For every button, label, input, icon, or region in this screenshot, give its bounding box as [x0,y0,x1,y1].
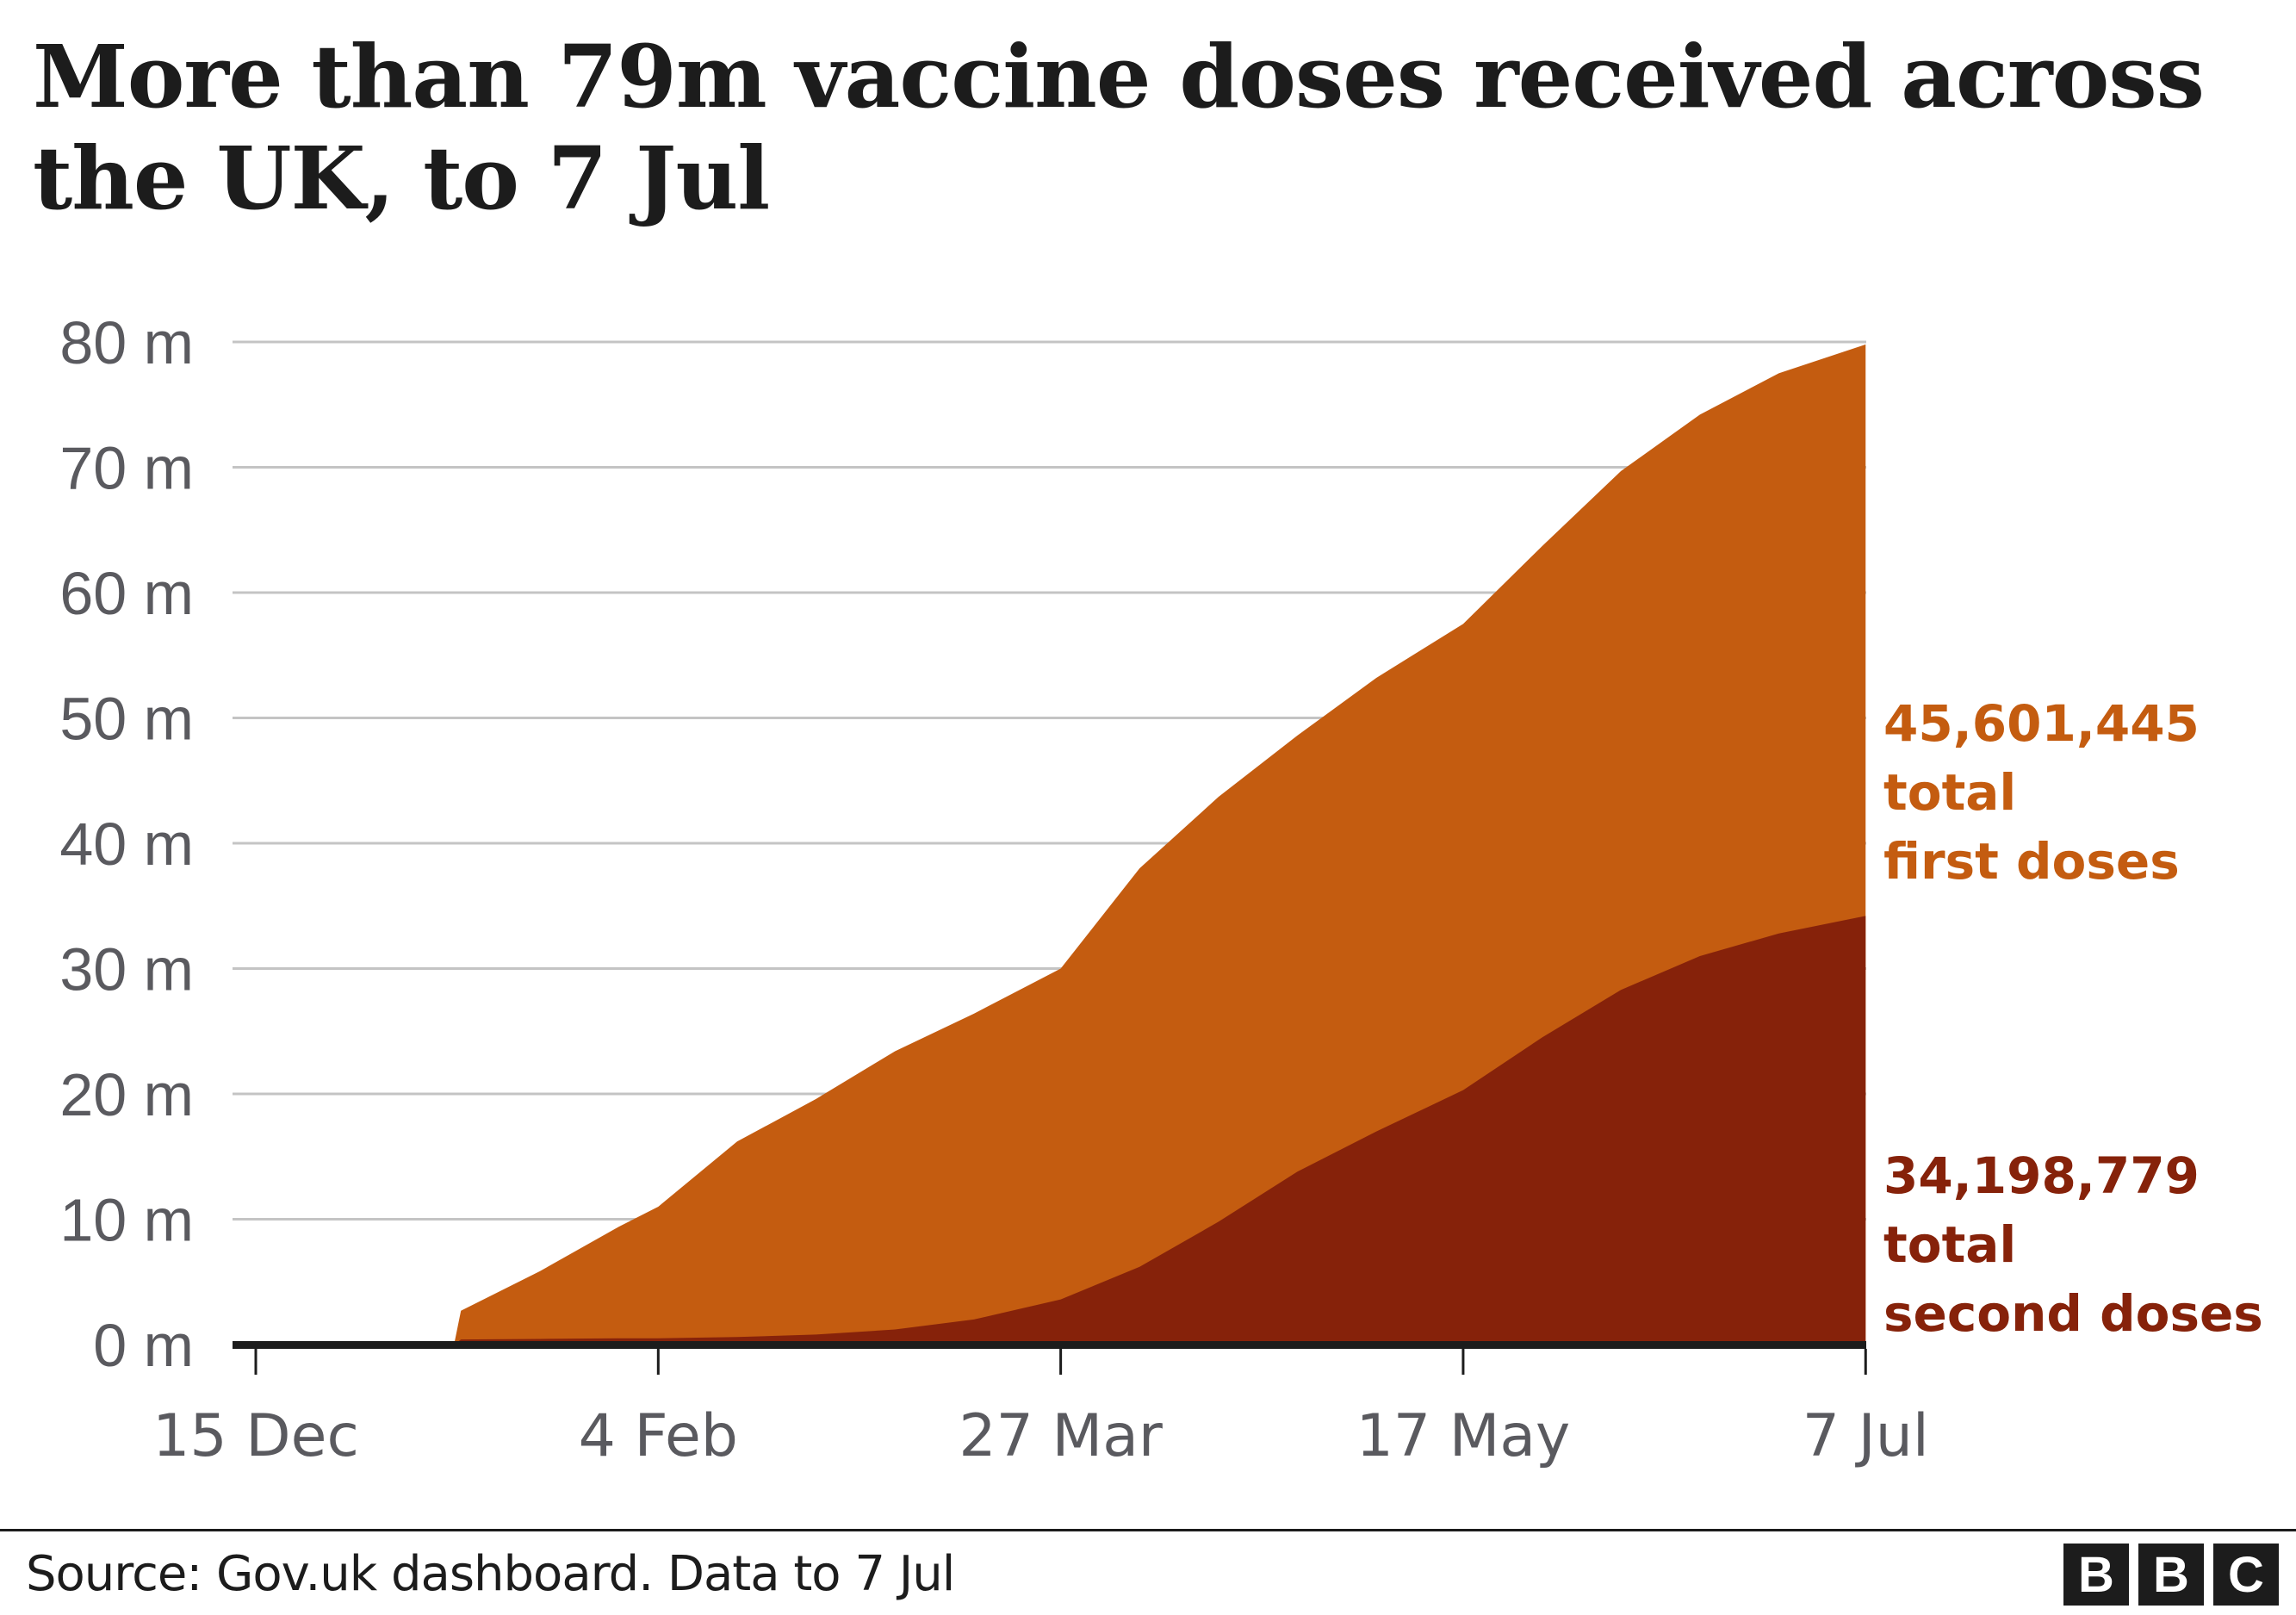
y-tick-label: 70 m [59,435,194,502]
first-doses-line3: first doses [1883,832,2180,891]
bbc-logo-letter: B [2063,1544,2129,1606]
y-tick-label: 50 m [59,686,194,753]
x-tick-label: 7 Jul [1803,1402,1929,1470]
second-doses-line3: second doses [1883,1284,2263,1343]
second-doses-value: 34,198,779 [1883,1146,2200,1205]
x-axis-ticks: 15 Dec 4 Feb 27 Mar 17 May 7 Jul [152,1349,1929,1470]
footer-divider [0,1529,2296,1531]
y-axis-ticks: 0 m 10 m 20 m 30 m 40 m 50 m 60 m 70 m 80 m [59,309,194,1379]
second-doses-label: 34,198,779 total second doses [1883,1141,2263,1348]
bbc-logo: B B C [2063,1544,2279,1606]
second-doses-line2: total [1883,1215,2017,1274]
y-tick-label: 80 m [59,309,194,376]
x-axis-line [233,1341,1866,1349]
y-tick-label: 0 m [93,1312,194,1379]
first-doses-line2: total [1883,763,2017,822]
second-doses-area [256,916,1866,1345]
y-tick-label: 40 m [59,811,194,878]
x-tick-label: 17 May [1356,1402,1571,1470]
x-tick-label: 27 Mar [959,1402,1162,1470]
first-doses-label: 45,601,445 total first doses [1883,689,2200,896]
x-tick-label: 4 Feb [579,1402,738,1470]
first-doses-value: 45,601,445 [1883,694,2200,753]
bbc-logo-letter: C [2213,1544,2279,1606]
y-tick-label: 20 m [59,1061,194,1128]
y-tick-label: 10 m [59,1187,194,1254]
y-tick-label: 30 m [59,936,194,1003]
bbc-logo-letter: B [2138,1544,2204,1606]
source-note: Source: Gov.uk dashboard. Data to 7 Jul [26,1546,955,1602]
x-tick-label: 15 Dec [152,1402,359,1470]
chart-title: More than 79m vaccine doses received acr… [33,26,2205,229]
chart-plot: 0 m 10 m 20 m 30 m 40 m 50 m 60 m 70 m 80 m 15 D… [59,309,1929,1470]
y-tick-label: 60 m [59,560,194,627]
